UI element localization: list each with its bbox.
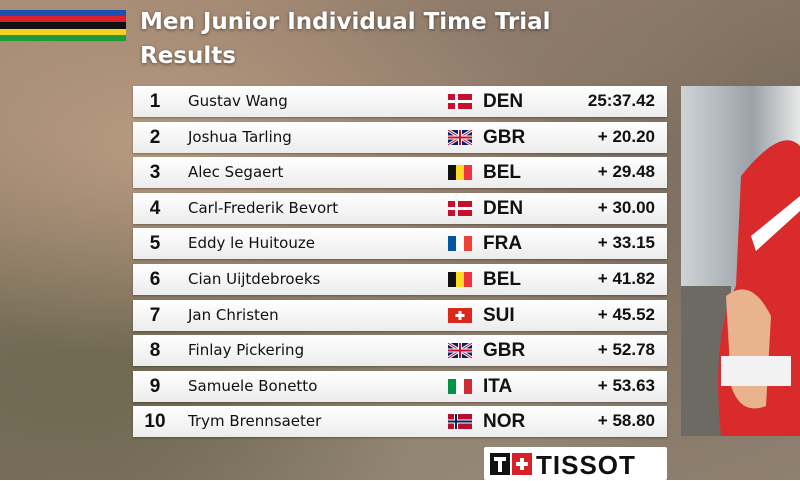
result-row: 10 Trym Brennsaeter NOR + 58.80 [133,406,667,438]
time: + 20.20 [597,126,655,146]
time: + 45.52 [597,304,655,324]
country-code: ITA [483,375,513,397]
rider-name: Jan Christen [188,305,279,324]
result-row: 1 Gustav Wang DEN 25:37.42 [133,86,667,117]
flag [448,343,472,359]
country-code: BEL [483,269,521,290]
rider-name: Alec Segaert [188,163,284,182]
rank: 6 [149,269,161,290]
rider-name: Trym Brennsaeter [188,412,322,431]
rank: 4 [149,197,161,219]
result-row: 6 Cian Uijtdebroeks BEL + 41.82 [133,264,667,295]
rainbow-stripes [0,10,126,41]
flag [448,94,472,109]
rider-name: Gustav Wang [188,92,288,110]
flag [448,378,472,394]
sponsor-mark [490,453,532,475]
country-code: SUI [483,304,515,326]
result-row: 8 Finlay Pickering GBR + 52.78 [133,335,667,367]
rider-name: Samuele Bonetto [188,376,318,395]
time: + 52.78 [597,340,655,360]
time: + 53.63 [597,375,655,395]
rider-name: Finlay Pickering [188,341,305,360]
flag [448,200,472,216]
rider-name: Carl-Frederik Bevort [188,198,339,217]
rank: 9 [149,375,161,397]
rank: 8 [149,340,161,362]
result-row: 7 Jan Christen SUI + 45.52 [133,299,667,331]
flag [448,165,472,181]
rank: 7 [149,304,161,326]
country-code: FRA [483,233,523,255]
rank: 10 [144,411,166,433]
rider-photo [681,86,800,436]
rider-name: Joshua Tarling [188,127,292,146]
sponsor-name: TISSOT [536,450,636,480]
country-code: GBR [483,126,526,148]
time: + 30.00 [597,197,655,217]
result-row: 2 Joshua Tarling GBR + 20.20 [133,121,667,153]
time: + 33.15 [597,233,655,253]
result-row: 5 Eddy le Huitouze FRA + 33.15 [133,228,667,260]
time: 25:37.42 [587,91,655,110]
country-code: NOR [483,411,526,433]
country-code: DEN [483,197,524,219]
subtitle: Results [140,43,236,69]
result-row: 9 Samuele Bonetto ITA + 53.63 [133,370,667,402]
time: + 29.48 [597,162,655,182]
sponsor-logo: TISSOT [484,447,667,480]
country-code: DEN [483,91,524,112]
time: + 41.82 [597,269,655,288]
flag [448,307,472,323]
rank: 2 [149,126,161,148]
flag [448,272,472,287]
flag [448,236,472,252]
rider-name: Cian Uijtdebroeks [188,270,321,288]
rider-name: Eddy le Huitouze [188,234,315,253]
rider-shape [681,140,800,436]
country-code: GBR [483,340,526,362]
title: Men Junior Individual Time Trial [140,9,551,35]
rank: 1 [149,91,161,112]
time: + 58.80 [597,411,655,431]
flag [448,414,472,430]
result-row: 4 Carl-Frederik Bevort DEN + 30.00 [133,192,667,224]
rank: 5 [149,233,161,255]
rank: 3 [149,162,161,184]
flag [448,129,472,145]
country-code: BEL [483,162,521,184]
result-row: 3 Alec Segaert BEL + 29.48 [133,157,667,189]
